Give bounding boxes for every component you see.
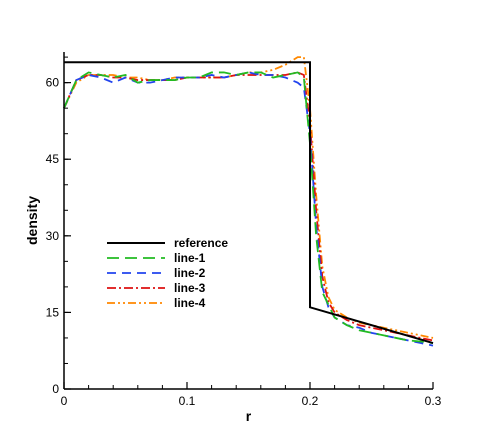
legend-label-reference: reference: [174, 236, 228, 250]
y-tick-label: 15: [46, 305, 60, 319]
y-tick-label: 45: [46, 152, 60, 166]
y-axis-title: density: [24, 196, 40, 245]
series-layer: [63, 56, 434, 347]
axes: [63, 52, 433, 390]
series-line-reference: [64, 61, 434, 345]
series-line-line-1: [63, 71, 434, 344]
legend-label-line-2: line-2: [174, 266, 206, 280]
series-line-line-4: [63, 56, 434, 339]
x-tick-label: 0.3: [425, 394, 442, 408]
x-axis-title: r: [246, 408, 252, 424]
series-line-line-3: [63, 71, 434, 342]
legend-label-line-4: line-4: [174, 296, 206, 310]
x-tick-label: 0.2: [302, 394, 319, 408]
ticks: 0 0.1 0.2 0.3 0 15 30 45 60: [46, 56, 442, 408]
series-line-line-2: [63, 71, 434, 347]
x-tick-label: 0.1: [179, 394, 196, 408]
y-tick-label: 30: [46, 229, 60, 243]
y-tick-label: 60: [46, 76, 60, 90]
y-tick-label: 0: [52, 382, 59, 396]
x-tick-label: 0: [61, 394, 68, 408]
legend-label-line-1: line-1: [174, 251, 206, 265]
legend-label-line-3: line-3: [174, 281, 206, 295]
